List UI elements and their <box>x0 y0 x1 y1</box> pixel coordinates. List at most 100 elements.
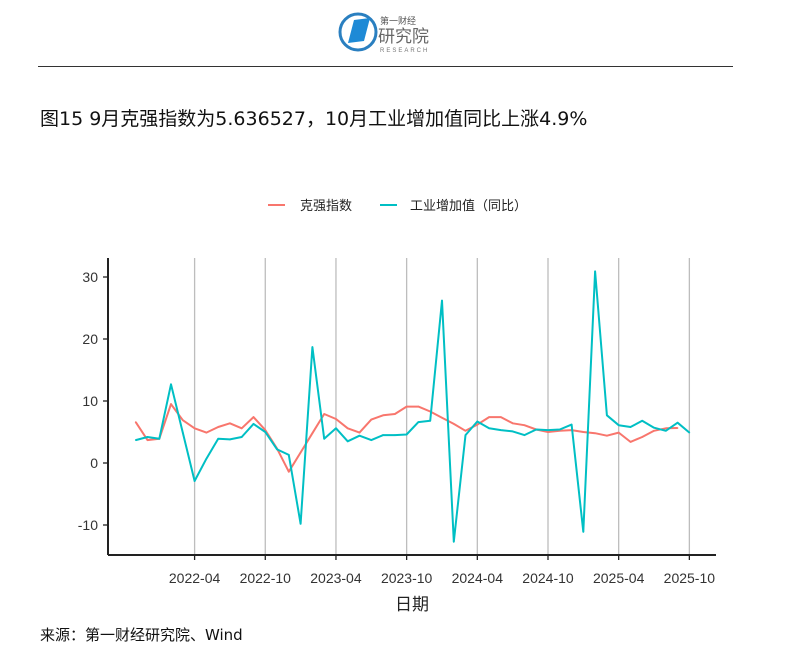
x-axis-title: 日期 <box>395 595 429 614</box>
data-point <box>441 299 443 302</box>
data-point <box>523 424 526 426</box>
data-point <box>323 413 325 415</box>
data-point <box>665 429 667 432</box>
data-point <box>276 448 278 451</box>
data-point <box>335 418 337 420</box>
data-point <box>558 428 561 431</box>
data-point <box>205 431 208 434</box>
x-tick-label: 2024-04 <box>452 570 504 586</box>
x-tick-label: 2022-04 <box>169 570 221 586</box>
data-point <box>417 405 420 408</box>
data-point <box>370 439 373 441</box>
data-point <box>441 416 443 419</box>
data-point <box>288 470 290 473</box>
data-point <box>676 421 679 424</box>
data-point <box>452 540 455 543</box>
data-point <box>134 421 137 423</box>
data-point <box>394 413 396 415</box>
x-tick-label: 2025-10 <box>664 570 716 586</box>
data-point <box>582 531 585 533</box>
data-point <box>606 434 608 437</box>
data-point <box>676 427 679 429</box>
data-point <box>311 432 314 435</box>
data-point <box>182 419 184 422</box>
data-point <box>158 438 161 440</box>
y-tick-label: 10 <box>82 393 98 409</box>
data-point <box>252 423 255 425</box>
x-tick-label: 2022-10 <box>240 570 292 586</box>
data-point <box>170 403 172 405</box>
legend: 克强指数 工业增加值（同比） <box>268 198 527 213</box>
data-point <box>594 432 596 435</box>
svg-text:RESEARCH: RESEARCH <box>380 48 429 54</box>
data-point <box>311 346 314 348</box>
svg-text:研究院: 研究院 <box>378 27 429 46</box>
data-point <box>217 438 219 440</box>
data-point <box>382 434 384 436</box>
data-point <box>193 427 196 430</box>
data-point <box>594 270 596 273</box>
legend-label-keqiang: 克强指数 <box>300 198 352 213</box>
data-point <box>370 418 373 421</box>
data-point <box>252 416 255 418</box>
data-point <box>346 440 349 443</box>
data-point <box>229 422 231 425</box>
series-line-industrial <box>135 270 691 543</box>
data-point <box>653 429 655 432</box>
data-point <box>193 480 196 482</box>
x-tick-label: 2024-10 <box>522 570 574 586</box>
data-point <box>405 433 408 436</box>
data-point <box>170 383 172 386</box>
data-point <box>264 431 267 433</box>
data-point <box>240 427 243 430</box>
data-point <box>488 416 490 418</box>
data-point <box>358 431 361 434</box>
data-point <box>570 423 573 426</box>
data-point <box>582 431 585 433</box>
y-tick-label: 0 <box>90 455 98 471</box>
data-point <box>617 424 620 426</box>
y-tick-label: -10 <box>78 517 98 533</box>
data-point <box>464 429 467 432</box>
data-point <box>382 414 384 417</box>
data-point <box>182 431 184 434</box>
data-point <box>335 427 337 430</box>
data-point <box>205 457 208 460</box>
data-point <box>288 454 290 456</box>
data-point <box>535 428 538 431</box>
data-point <box>500 416 502 418</box>
data-point <box>688 431 691 434</box>
data-point <box>606 414 608 417</box>
data-point <box>134 439 137 441</box>
logo: 第一财经 研究院 RESEARCH <box>338 12 429 54</box>
data-point <box>464 434 467 436</box>
data-point <box>653 426 655 429</box>
data-point <box>229 438 231 441</box>
data-point <box>299 451 302 454</box>
data-point <box>217 426 219 428</box>
data-point <box>617 431 620 434</box>
x-tick-label: 2023-10 <box>381 570 433 586</box>
data-point <box>429 420 432 422</box>
data-point <box>629 441 632 443</box>
y-tick-label: 20 <box>82 331 98 347</box>
data-point <box>665 427 667 430</box>
svg-text:第一财经: 第一财经 <box>380 15 416 26</box>
data-point <box>547 431 549 433</box>
data-point <box>488 427 490 430</box>
data-point <box>405 405 408 408</box>
data-point <box>299 522 302 525</box>
data-point <box>323 438 325 440</box>
data-point <box>641 420 644 422</box>
x-tick-label: 2023-04 <box>310 570 362 586</box>
data-point <box>523 434 526 436</box>
header-divider <box>38 66 733 67</box>
data-point <box>417 421 420 423</box>
data-point <box>146 436 149 438</box>
y-tick-label: 30 <box>82 269 98 285</box>
data-point <box>641 436 644 438</box>
source-note: 来源：第一财经研究院、Wind <box>40 626 243 644</box>
data-point <box>547 429 549 431</box>
legend-label-industrial: 工业增加值（同比） <box>410 198 527 213</box>
